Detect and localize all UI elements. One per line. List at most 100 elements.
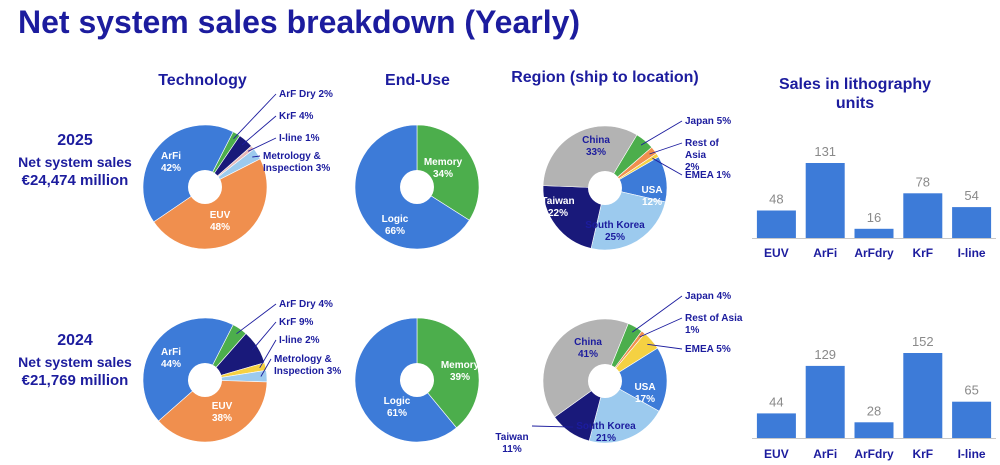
slice-label-i-line: I-line 2% — [279, 335, 320, 346]
slice-label-taiwan: Taiwan 11% — [495, 432, 528, 455]
slice-label-rest-of-asia: Rest of Asia 2% — [685, 138, 720, 173]
leader-line — [252, 155, 261, 158]
slice-label-line: I-line 1% — [279, 133, 320, 144]
bar-value-label: 131 — [814, 144, 836, 159]
slice-label-line: China — [582, 135, 610, 146]
slice-label-line: Taiwan — [495, 432, 528, 443]
header-end-use: End-Use — [385, 72, 450, 89]
bar-krf — [903, 353, 943, 438]
slice-label-line: Inspection 3% — [263, 163, 330, 174]
bar-value-label: 65 — [964, 383, 978, 398]
slice-label-line: I-line 2% — [279, 335, 320, 346]
leader-line — [259, 339, 277, 369]
bar-value-label: 78 — [916, 174, 930, 189]
bar-euv — [756, 413, 796, 438]
slice-label-line: USA — [634, 382, 655, 393]
slice-label-line: South Korea — [576, 421, 636, 432]
bar-arfdry — [854, 228, 894, 238]
slice-label-line: Logic — [384, 396, 411, 407]
slice-label-line: 2% — [685, 162, 700, 173]
slice-label-china: China 41% — [574, 337, 602, 360]
bar-value-label: 152 — [912, 334, 934, 349]
slice-label-line: 17% — [635, 394, 655, 405]
slice-label-line: KrF 9% — [279, 317, 314, 328]
pie-hole — [588, 364, 622, 398]
slice-label-line: China — [574, 337, 602, 348]
slice-label-line: 66% — [385, 226, 405, 237]
header-sales-units: Sales in lithography units — [760, 75, 950, 113]
slice-label-line: 48% — [210, 222, 230, 233]
slice-label-line: ArFi — [161, 151, 181, 162]
pie-slice-euv — [153, 158, 268, 250]
slice-label-arf-dry: ArF Dry 2% — [279, 89, 333, 100]
pie-slice-memory — [416, 317, 480, 429]
slice-label-arfi: ArFi 42% — [161, 151, 181, 174]
slice-label-line: 39% — [450, 372, 470, 383]
slice-label-line: Taiwan — [541, 196, 574, 207]
page-title: Net system sales breakdown (Yearly) — [18, 4, 581, 40]
slice-label-line: EUV — [212, 401, 233, 412]
net-sales-label: Net system sales — [18, 154, 132, 170]
slice-label-arfi: ArFi 44% — [161, 347, 181, 370]
slice-label-line: Japan 4% — [685, 291, 731, 302]
bar-category-label: ArFdry — [854, 246, 894, 260]
header-technology: Technology — [158, 72, 247, 89]
net-sales-amount: €21,769 million — [21, 372, 129, 389]
slice-label-line: 41% — [578, 349, 598, 360]
bar-category-label: ArFi — [813, 447, 837, 461]
bar-value-label: 54 — [964, 188, 978, 203]
slice-label-line: Inspection 3% — [274, 366, 341, 377]
slice-label-line: Logic — [382, 214, 409, 225]
bar-category-label: I-line — [958, 246, 986, 260]
pie-slice-usa — [604, 347, 668, 412]
slice-label-japan: Japan 5% — [685, 116, 731, 127]
slice-label-usa: USA 17% — [634, 382, 655, 405]
slice-label-logic: Logic 61% — [384, 396, 411, 419]
slice-label-line: 38% — [212, 413, 232, 424]
slice-label-line: ArF Dry 4% — [279, 299, 333, 310]
leader-line — [241, 115, 277, 146]
slice-label-line: 42% — [161, 163, 181, 174]
slice-label-line: EMEA 5% — [685, 344, 731, 355]
pie-slice-arfi — [142, 317, 234, 422]
leader-line — [652, 157, 683, 176]
leader-line — [260, 358, 272, 377]
pie-slice-taiwan — [542, 185, 606, 249]
bar-category-label: I-line — [958, 447, 986, 461]
bar-category-label: ArFi — [813, 246, 837, 260]
pie-slice-memory — [416, 124, 480, 221]
leader-line — [233, 93, 277, 140]
slice-label-line: KrF 4% — [279, 111, 314, 122]
year-label: 2025 — [57, 132, 93, 149]
leader-line — [640, 120, 683, 146]
net-sales-label: Net system sales — [18, 354, 132, 370]
slice-label-line: Metrology & — [274, 354, 332, 365]
slice-label-japan: Japan 4% — [685, 291, 731, 302]
slice-label-south-korea: South Korea 25% — [585, 220, 645, 243]
slice-label-line: 21% — [596, 433, 616, 444]
slice-label-memory: Memory 39% — [441, 360, 480, 383]
slice-label-line: 12% — [642, 197, 662, 208]
slice-label-line: 25% — [605, 232, 625, 243]
pie-hole — [400, 363, 434, 397]
slice-label-euv: EUV 38% — [212, 401, 233, 424]
slice-label-line: Rest of — [685, 138, 720, 149]
slice-label-usa: USA 12% — [641, 185, 662, 208]
slice-label-taiwan: Taiwan 22% — [541, 196, 574, 219]
bar-value-label: 129 — [814, 347, 836, 362]
pie-hole — [400, 170, 434, 204]
bar-value-label: 44 — [769, 394, 783, 409]
pie-slice-arfi — [142, 124, 234, 223]
slice-label-metrology-inspection: Metrology & Inspection 3% — [274, 354, 341, 377]
slice-label-line: 34% — [433, 169, 453, 180]
bar-euv — [756, 210, 796, 238]
slice-label-line: Japan 5% — [685, 116, 731, 127]
bar-krf — [903, 193, 943, 238]
net-sales-amount: €24,474 million — [21, 172, 129, 189]
